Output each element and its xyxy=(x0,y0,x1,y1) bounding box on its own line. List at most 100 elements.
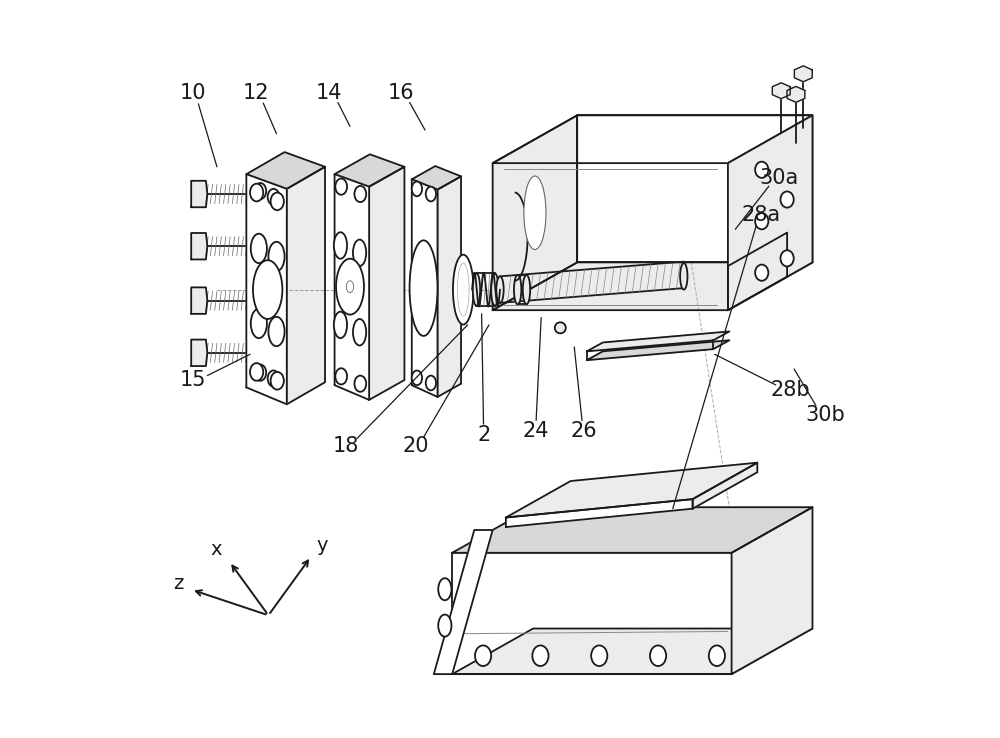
Ellipse shape xyxy=(353,319,366,345)
Polygon shape xyxy=(506,463,757,517)
Text: 24: 24 xyxy=(522,421,549,441)
Text: 30a: 30a xyxy=(760,168,799,188)
Ellipse shape xyxy=(346,280,354,292)
Polygon shape xyxy=(434,530,493,674)
Ellipse shape xyxy=(335,179,347,195)
Ellipse shape xyxy=(251,234,267,263)
Ellipse shape xyxy=(253,261,282,319)
Polygon shape xyxy=(728,232,787,310)
Ellipse shape xyxy=(354,376,366,392)
Polygon shape xyxy=(191,287,207,314)
Text: 30b: 30b xyxy=(805,404,845,424)
Polygon shape xyxy=(191,339,207,366)
Ellipse shape xyxy=(514,275,521,304)
Ellipse shape xyxy=(250,363,263,381)
Ellipse shape xyxy=(650,646,666,666)
Polygon shape xyxy=(506,499,693,527)
Ellipse shape xyxy=(780,191,794,207)
Ellipse shape xyxy=(412,182,422,196)
Polygon shape xyxy=(246,152,325,189)
Polygon shape xyxy=(246,174,287,404)
Ellipse shape xyxy=(438,615,451,637)
Ellipse shape xyxy=(334,311,347,338)
Ellipse shape xyxy=(410,241,438,336)
Ellipse shape xyxy=(555,323,566,334)
Polygon shape xyxy=(452,629,812,674)
Ellipse shape xyxy=(251,308,267,338)
Ellipse shape xyxy=(271,372,284,390)
Text: 26: 26 xyxy=(571,421,597,441)
Ellipse shape xyxy=(426,187,436,201)
Text: 12: 12 xyxy=(243,83,269,103)
Ellipse shape xyxy=(532,646,549,666)
Ellipse shape xyxy=(680,263,687,289)
Ellipse shape xyxy=(523,275,530,304)
Text: 16: 16 xyxy=(387,83,414,103)
Polygon shape xyxy=(587,340,729,360)
Polygon shape xyxy=(577,115,812,263)
Polygon shape xyxy=(412,179,438,397)
Text: 28a: 28a xyxy=(741,204,781,224)
Text: 18: 18 xyxy=(332,436,359,456)
Ellipse shape xyxy=(354,186,366,202)
Ellipse shape xyxy=(271,193,284,210)
Text: 20: 20 xyxy=(402,436,429,456)
Polygon shape xyxy=(493,115,812,163)
Ellipse shape xyxy=(453,255,474,325)
Ellipse shape xyxy=(755,162,768,178)
Polygon shape xyxy=(438,176,461,397)
Ellipse shape xyxy=(268,370,279,387)
Ellipse shape xyxy=(475,646,491,666)
Polygon shape xyxy=(191,181,207,207)
Ellipse shape xyxy=(334,232,347,259)
Ellipse shape xyxy=(491,273,499,306)
Polygon shape xyxy=(335,174,369,400)
Ellipse shape xyxy=(709,646,725,666)
Polygon shape xyxy=(732,507,812,674)
Polygon shape xyxy=(335,154,404,187)
Ellipse shape xyxy=(780,250,794,266)
Text: 14: 14 xyxy=(316,83,343,103)
Ellipse shape xyxy=(591,646,607,666)
Text: 2: 2 xyxy=(477,425,490,445)
Ellipse shape xyxy=(473,273,480,306)
Polygon shape xyxy=(794,66,812,82)
Text: y: y xyxy=(316,536,328,555)
Ellipse shape xyxy=(426,376,436,390)
Text: z: z xyxy=(173,574,183,593)
Polygon shape xyxy=(493,115,577,310)
Polygon shape xyxy=(452,553,732,674)
Polygon shape xyxy=(369,167,404,400)
Text: 28b: 28b xyxy=(771,379,810,399)
Ellipse shape xyxy=(254,365,266,381)
Polygon shape xyxy=(412,166,461,190)
Polygon shape xyxy=(787,86,805,103)
Ellipse shape xyxy=(250,184,263,201)
Ellipse shape xyxy=(336,259,364,314)
Ellipse shape xyxy=(755,213,768,230)
Polygon shape xyxy=(493,263,812,310)
Text: 15: 15 xyxy=(179,370,206,390)
Ellipse shape xyxy=(457,263,469,316)
Ellipse shape xyxy=(438,578,451,600)
Polygon shape xyxy=(693,463,757,508)
Ellipse shape xyxy=(268,189,279,205)
Ellipse shape xyxy=(335,368,347,384)
Ellipse shape xyxy=(412,370,422,385)
Polygon shape xyxy=(772,83,790,99)
Ellipse shape xyxy=(268,317,285,346)
Ellipse shape xyxy=(524,176,546,249)
Ellipse shape xyxy=(755,265,768,280)
Ellipse shape xyxy=(353,240,366,266)
Text: x: x xyxy=(210,539,222,559)
Ellipse shape xyxy=(268,242,285,272)
Polygon shape xyxy=(287,167,325,404)
Ellipse shape xyxy=(254,183,266,199)
Polygon shape xyxy=(452,507,812,553)
Text: 10: 10 xyxy=(180,83,207,103)
Ellipse shape xyxy=(496,276,504,303)
Polygon shape xyxy=(587,331,729,351)
Polygon shape xyxy=(728,115,812,310)
Polygon shape xyxy=(728,115,812,310)
Polygon shape xyxy=(191,233,207,260)
